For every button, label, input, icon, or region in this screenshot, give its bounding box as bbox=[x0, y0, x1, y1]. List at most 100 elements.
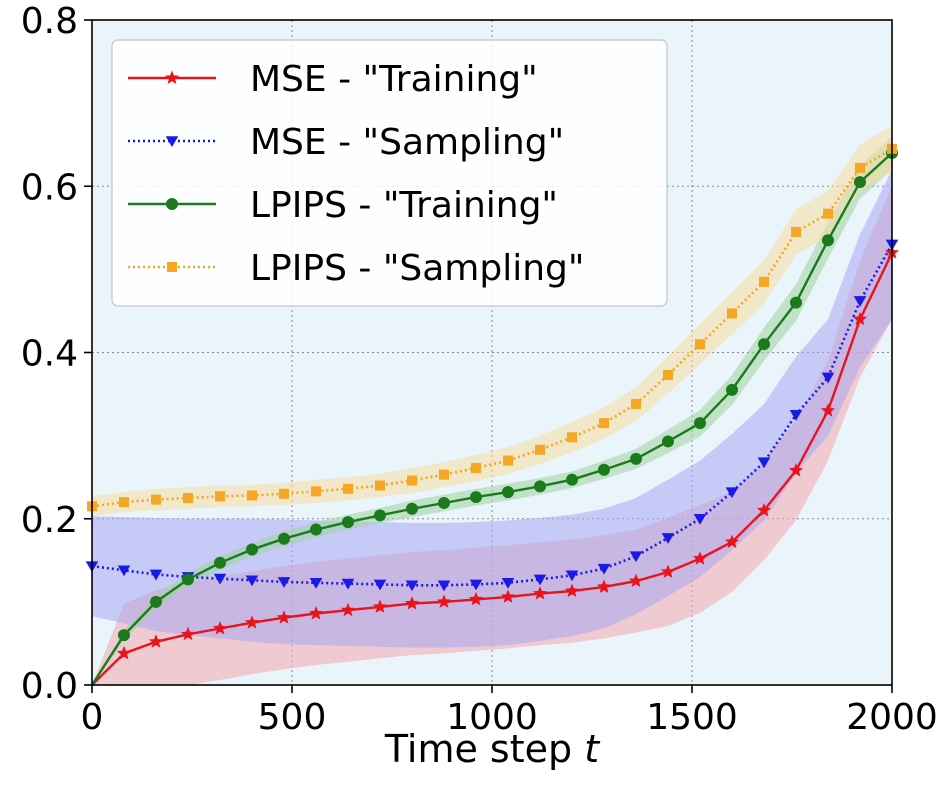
lpips-training-point bbox=[598, 463, 610, 476]
y-tick-label: 0.4 bbox=[21, 334, 78, 375]
mse-training-point bbox=[180, 626, 196, 641]
y-tick-label: 0.8 bbox=[21, 1, 78, 42]
lpips-training-point bbox=[310, 523, 322, 536]
mse-training-point bbox=[852, 311, 868, 326]
axis-ticks: 0 500 1000 1500 2000 0.0 0.2 0.4 0.6 0.8 bbox=[21, 1, 938, 738]
mse-training-point bbox=[532, 586, 548, 600]
lpips-sampling-point bbox=[439, 469, 449, 480]
mse-sampling-point bbox=[533, 574, 547, 586]
lpips-sampling-point bbox=[407, 475, 417, 486]
mse-sampling-point bbox=[565, 570, 579, 582]
mse-sampling-point bbox=[661, 533, 675, 544]
mse-sampling-point bbox=[629, 551, 643, 563]
series-markers bbox=[85, 143, 900, 660]
lpips-training-point bbox=[758, 338, 770, 351]
lpips-sampling-point bbox=[343, 483, 353, 494]
x-tick-label: 2000 bbox=[846, 697, 938, 738]
mse-sampling-point bbox=[469, 579, 483, 591]
legend-lpips-training-label: LPIPS - "Training" bbox=[250, 185, 558, 226]
legend-box bbox=[111, 39, 668, 307]
lpips-sampling-band bbox=[92, 125, 892, 517]
lpips-training-point bbox=[694, 417, 706, 430]
lpips-sampling-point bbox=[375, 480, 385, 491]
mse-training-point bbox=[596, 579, 612, 593]
lpips-training-point bbox=[470, 491, 482, 504]
lpips-sampling-point bbox=[279, 488, 289, 499]
lpips-training-point bbox=[630, 452, 642, 465]
lpips-training-point bbox=[726, 383, 738, 396]
mse-sampling-point bbox=[789, 410, 803, 421]
mse-sampling-point bbox=[309, 577, 323, 589]
mse-sampling-point bbox=[373, 579, 387, 591]
x-tick-label: 1500 bbox=[646, 697, 738, 738]
mse-training-point bbox=[340, 602, 356, 617]
mse-training-point bbox=[500, 589, 516, 603]
lpips-sampling-point bbox=[567, 432, 577, 443]
mse-training-point bbox=[756, 503, 772, 517]
lpips-sampling-point bbox=[791, 226, 801, 237]
legend-mse-training-label: MSE - "Training" bbox=[250, 59, 538, 100]
lpips-sampling-point bbox=[183, 492, 193, 503]
lpips-training-point bbox=[438, 496, 450, 509]
mse-sampling-point bbox=[117, 565, 131, 577]
mse-training-point bbox=[276, 610, 292, 624]
mse-sampling-point bbox=[341, 578, 355, 590]
mse-sampling-point bbox=[821, 372, 835, 384]
mse-training-point bbox=[212, 621, 228, 635]
legend-lpips-sampling-marker bbox=[167, 262, 177, 272]
lpips-training-point bbox=[182, 573, 194, 586]
mse-sampling-point bbox=[149, 569, 163, 581]
lpips-sampling-point bbox=[471, 463, 481, 474]
mse-training-point bbox=[692, 551, 708, 565]
lpips-sampling-point bbox=[311, 486, 321, 497]
lpips-training-point bbox=[662, 435, 674, 448]
mse-sampling-point bbox=[853, 296, 867, 307]
mse-training-point bbox=[660, 564, 676, 578]
x-axis-label-variable: t bbox=[584, 727, 601, 771]
legend-mse-sampling-label: MSE - "Sampling" bbox=[250, 122, 564, 163]
x-tick-label: 500 bbox=[258, 697, 327, 738]
legend: MSE - "Training" MSE - "Sampling" LPIPS - … bbox=[111, 39, 668, 307]
mse-sampling-point bbox=[725, 487, 739, 499]
lpips-training-point bbox=[374, 509, 386, 522]
lpips-sampling-point bbox=[631, 399, 641, 410]
x-axis-label: Time step t bbox=[384, 727, 601, 771]
lpips-training-point bbox=[790, 296, 802, 309]
lpips-sampling-point bbox=[759, 276, 769, 287]
lpips-training-point bbox=[342, 516, 354, 529]
lpips-sampling-point bbox=[503, 455, 513, 466]
lpips-training-point bbox=[566, 473, 578, 486]
y-tick-label: 0.2 bbox=[21, 500, 78, 541]
mse-training-point bbox=[372, 599, 388, 613]
lpips-training-point bbox=[214, 556, 226, 569]
mse-sampling-point bbox=[597, 563, 611, 575]
lpips-training-point bbox=[502, 486, 514, 499]
y-tick-label: 0.6 bbox=[21, 167, 78, 208]
legend-lpips-training-marker bbox=[166, 198, 178, 210]
mse-training-point bbox=[436, 594, 452, 608]
lpips-training-point bbox=[278, 532, 290, 545]
lpips-sampling-point bbox=[727, 308, 737, 319]
lpips-sampling-point bbox=[535, 444, 545, 455]
x-axis-label-text: Time step bbox=[384, 727, 572, 771]
mse-sampling-point bbox=[405, 580, 419, 592]
mse-training-point bbox=[564, 583, 580, 598]
lpips-training-point bbox=[822, 234, 834, 247]
lpips-sampling-point bbox=[119, 497, 129, 508]
mse-training-point bbox=[244, 615, 260, 629]
legend-mse-sampling-marker bbox=[165, 136, 179, 147]
lpips-sampling-point bbox=[663, 369, 673, 380]
mse-sampling-point bbox=[437, 580, 451, 592]
mse-sampling-point bbox=[757, 457, 771, 469]
x-tick-label: 1000 bbox=[446, 697, 538, 738]
lpips-sampling-point bbox=[855, 162, 865, 173]
lpips-training-point bbox=[118, 629, 130, 642]
legend-lpips-sampling-label: LPIPS - "Sampling" bbox=[250, 248, 584, 289]
mse-training-point bbox=[116, 645, 132, 660]
mse-sampling-point bbox=[501, 577, 515, 589]
mse-training-point bbox=[788, 463, 804, 477]
mse-training-point bbox=[468, 591, 484, 606]
lpips-training-point bbox=[406, 502, 418, 515]
lpips-sampling-point bbox=[823, 208, 833, 219]
